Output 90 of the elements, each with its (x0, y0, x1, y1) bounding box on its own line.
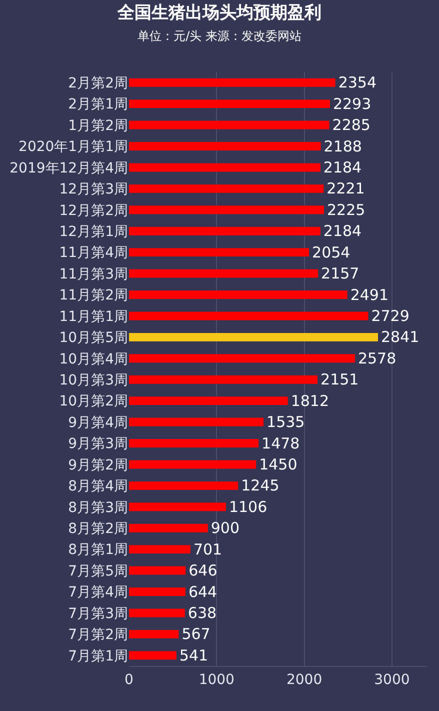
y-tick-label: 11月第1周 (59, 308, 128, 325)
x-tick-label: 3000 (374, 672, 410, 688)
bar (129, 460, 256, 469)
data-label: 1245 (241, 476, 280, 495)
y-tick-label: 11月第2周 (59, 288, 128, 304)
y-tick-label: 2020年1月第1周 (18, 139, 128, 156)
bar (129, 120, 330, 130)
bar (129, 332, 378, 342)
y-tick-label: 11月第4周 (59, 245, 128, 262)
y-tick-label: 10月第5周 (59, 330, 128, 346)
bar (129, 524, 208, 532)
data-label: 2729 (371, 306, 410, 325)
bar (129, 418, 264, 426)
bar (129, 608, 185, 618)
y-tick-label: 7月第5周 (68, 563, 128, 580)
data-label: 2491 (350, 286, 389, 304)
y-tick-label: 8月第4周 (68, 478, 128, 495)
data-label: 2054 (312, 243, 350, 262)
bar (129, 588, 186, 596)
bar (129, 206, 324, 214)
y-tick-label: 9月第4周 (68, 414, 128, 431)
bar (129, 375, 318, 384)
y-tick-label: 12月第3周 (59, 182, 128, 198)
y-tick-label: 7月第1周 (68, 648, 128, 664)
bar (129, 78, 336, 87)
y-tick-label: 10月第3周 (59, 372, 128, 389)
y-tick-label: 8月第1周 (68, 542, 128, 558)
data-label: 1478 (262, 434, 300, 452)
x-tick-label: 1000 (198, 672, 234, 688)
chart-subtitle: 单位：元/头 来源：发改委网站 (138, 28, 302, 43)
y-tick-label: 7月第4周 (68, 584, 128, 601)
data-label: 900 (210, 519, 240, 538)
y-tick-label: 7月第3周 (68, 606, 128, 622)
y-tick-label: 8月第2周 (68, 521, 128, 538)
data-label: 2151 (320, 370, 359, 389)
data-label: 2354 (338, 74, 377, 92)
bar (129, 545, 190, 554)
y-tick-label: 12月第1周 (59, 224, 128, 240)
data-label: 1450 (259, 455, 298, 474)
y-tick-label: 11月第3周 (59, 266, 128, 282)
data-label: 541 (179, 646, 208, 664)
y-tick-label: 2月第2周 (68, 76, 128, 92)
bar (129, 439, 259, 448)
data-label: 1106 (228, 498, 268, 516)
bar (129, 630, 179, 638)
chart-title: 全国生猪出场头均预期盈利 (116, 2, 322, 23)
bar (129, 354, 355, 363)
bar (129, 290, 348, 299)
data-label: 2184 (323, 158, 362, 176)
data-label: 1535 (266, 413, 305, 432)
x-tick-label: 0 (124, 672, 134, 688)
data-label: 567 (182, 625, 210, 644)
data-label: 646 (188, 562, 218, 580)
y-tick-label: 2019年12月第4周 (10, 160, 128, 176)
y-tick-label: 1月第2周 (68, 118, 128, 134)
data-label: 701 (193, 540, 222, 558)
x-tick-label: 2000 (286, 672, 322, 688)
bar (129, 566, 186, 575)
bar (129, 502, 226, 512)
bar (129, 226, 320, 236)
bar (129, 163, 320, 172)
y-tick-label: 8月第3周 (68, 500, 128, 516)
data-label: 1812 (290, 392, 330, 410)
data-label: 2285 (332, 116, 370, 134)
bar (129, 481, 238, 490)
data-label: 2188 (324, 137, 362, 156)
data-label: 638 (188, 604, 217, 622)
data-label: 2157 (321, 264, 360, 283)
bar (129, 312, 368, 320)
data-label: 2841 (381, 328, 420, 346)
y-tick-label: 7月第2周 (68, 627, 128, 644)
data-label: 2578 (358, 349, 396, 368)
y-tick-label: 10月第4周 (59, 351, 128, 368)
data-label: 2293 (332, 94, 372, 113)
bar (129, 651, 176, 660)
bar (129, 100, 330, 108)
y-tick-label: 9月第3周 (68, 436, 128, 452)
y-tick-label: 9月第2周 (68, 457, 128, 474)
bar (129, 248, 310, 257)
y-tick-label: 2月第1周 (68, 96, 128, 113)
bar (129, 184, 324, 193)
bar (129, 142, 321, 150)
bar (129, 396, 288, 406)
data-label: 2221 (326, 180, 365, 198)
data-label: 2184 (323, 222, 362, 240)
data-label: 2225 (327, 200, 366, 219)
data-label: 644 (188, 582, 218, 601)
bar (129, 269, 318, 278)
y-tick-label: 12月第2周 (59, 202, 128, 219)
y-tick-label: 10月第2周 (59, 394, 128, 410)
